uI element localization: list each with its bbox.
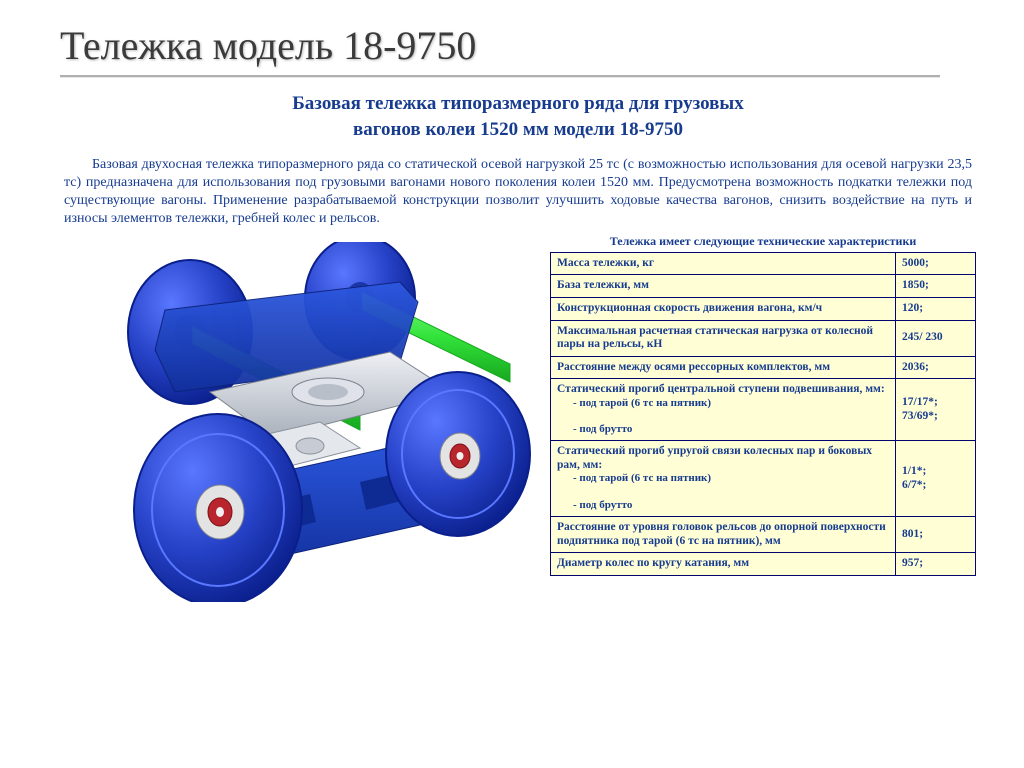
slide: Тележка модель 18-9750 Базовая тележка т… [0, 0, 1024, 768]
bogie-diagram [60, 232, 540, 602]
spec-value: 1/1*;6/7*; [896, 441, 976, 517]
table-row: Статический прогиб упругой связи колесны… [551, 441, 976, 517]
doc-heading-line1: Базовая тележка типоразмерного ряда для … [292, 93, 744, 114]
table-row: Расстояние между осями рессорных комплек… [551, 356, 976, 379]
spec-label: Диаметр колес по кругу катания, мм [551, 553, 896, 576]
table-row: База тележки, мм1850; [551, 275, 976, 298]
table-row: Статический прогиб центральной ступени п… [551, 379, 976, 441]
spec-value: 1850; [896, 275, 976, 298]
spec-label: База тележки, мм [551, 275, 896, 298]
table-row: Конструкционная скорость движения вагона… [551, 298, 976, 321]
spec-value: 2036; [896, 356, 976, 379]
spec-table: Масса тележки, кг5000;База тележки, мм18… [550, 252, 976, 576]
title-rule [60, 75, 940, 77]
spec-value: 5000; [896, 252, 976, 275]
spec-label: Расстояние от уровня головок рельсов до … [551, 516, 896, 552]
intro-paragraph: Базовая двухосная тележка типоразмерного… [60, 156, 976, 228]
spec-label: Статический прогиб упругой связи колесны… [551, 441, 896, 517]
spec-value: 120; [896, 298, 976, 321]
spec-label: Максимальная расчетная статическая нагру… [551, 320, 896, 356]
spec-label: Расстояние между осями рессорных комплек… [551, 356, 896, 379]
spec-label: Конструкционная скорость движения вагона… [551, 298, 896, 321]
wheel-rear-right [134, 414, 302, 602]
table-row: Расстояние от уровня головок рельсов до … [551, 516, 976, 552]
content-row: Тележка имеет следующие технические хара… [60, 232, 976, 602]
doc-heading-line2: вагонов колеи 1520 мм модели 18-9750 [353, 119, 683, 140]
page-title: Тележка модель 18-9750 [60, 22, 976, 69]
spec-label: Статический прогиб центральной ступени п… [551, 379, 896, 441]
bogie-svg [60, 242, 540, 602]
table-row: Масса тележки, кг5000; [551, 252, 976, 275]
table-caption: Тележка имеет следующие технические хара… [550, 234, 976, 249]
spec-value: 957; [896, 553, 976, 576]
spec-value: 17/17*;73/69*; [896, 379, 976, 441]
spec-value: 801; [896, 516, 976, 552]
spec-label: Масса тележки, кг [551, 252, 896, 275]
table-row: Диаметр колес по кругу катания, мм957; [551, 553, 976, 576]
table-row: Максимальная расчетная статическая нагру… [551, 320, 976, 356]
spec-table-wrap: Тележка имеет следующие технические хара… [550, 232, 976, 576]
spec-value: 245/ 230 [896, 320, 976, 356]
wheel-front-right [386, 372, 530, 536]
doc-heading: Базовая тележка типоразмерного ряда для … [60, 91, 976, 142]
